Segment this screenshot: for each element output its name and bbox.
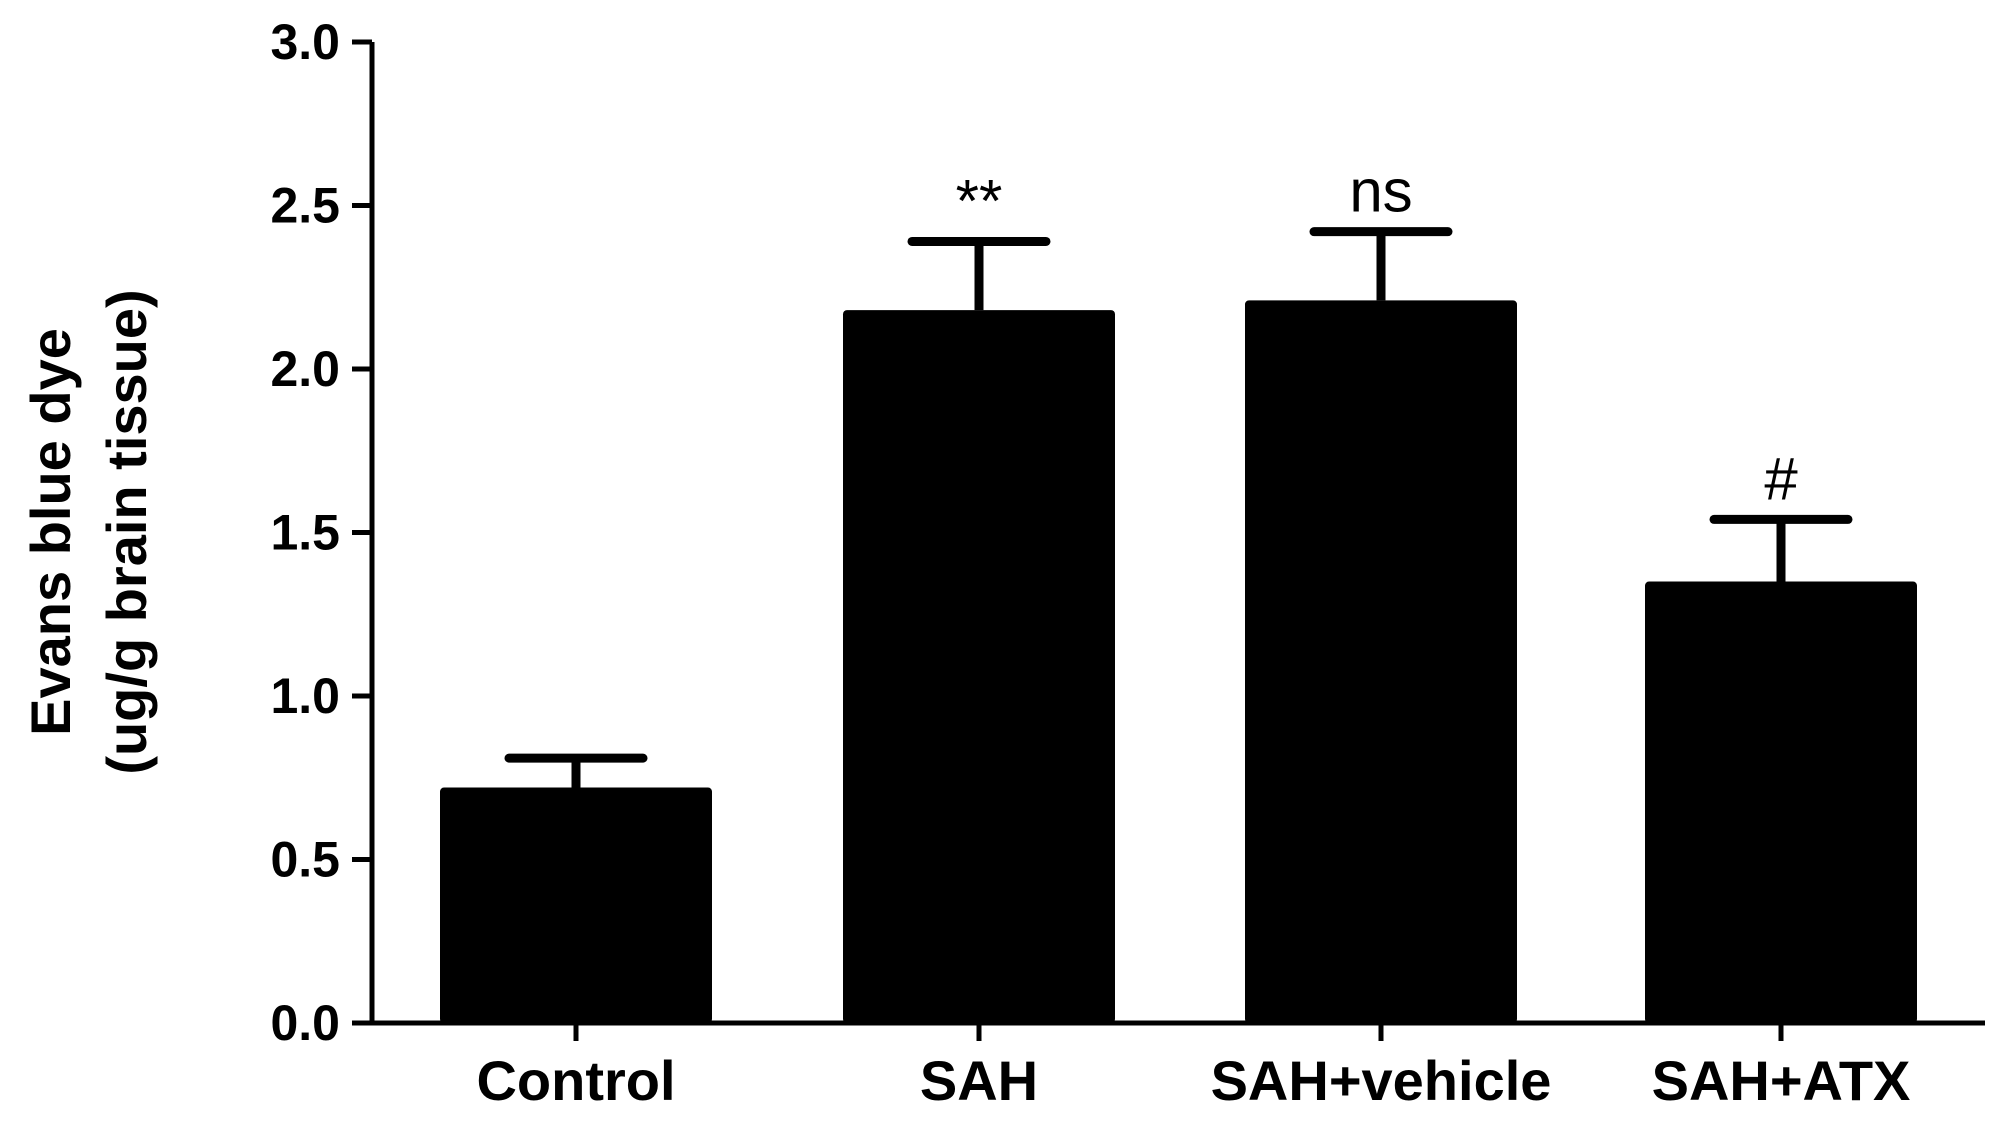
x-tick-label: SAH+vehicle <box>1211 1049 1552 1112</box>
significance-annotation: # <box>1764 445 1798 512</box>
x-tick-label: Control <box>476 1049 675 1112</box>
significance-annotation: ns <box>1349 158 1412 225</box>
y-axis-title-line1: Evans blue dye <box>19 328 82 736</box>
x-tick-label: SAH+ATX <box>1652 1049 1911 1112</box>
y-tick-label: 2.0 <box>270 341 340 397</box>
y-tick-label: 3.0 <box>270 14 340 70</box>
y-tick-label: 1.5 <box>270 505 340 561</box>
x-tick-label: SAH <box>920 1049 1038 1112</box>
bar-sah-vehicle <box>1245 300 1517 1023</box>
y-tick-label: 1.0 <box>270 668 340 724</box>
bar-sah-atx <box>1645 582 1917 1023</box>
y-tick-label: 0.0 <box>270 995 340 1051</box>
significance-annotation: ** <box>956 167 1003 234</box>
y-tick-label: 0.5 <box>270 832 340 888</box>
y-axis-title-line2: (ug/g brain tissue) <box>95 289 158 774</box>
y-axis-title: Evans blue dye (ug/g brain tissue) <box>19 289 158 774</box>
bar-control <box>440 788 712 1023</box>
y-tick-label: 2.5 <box>270 178 340 234</box>
bars-layer <box>440 232 1917 1023</box>
bar-sah <box>843 310 1115 1023</box>
